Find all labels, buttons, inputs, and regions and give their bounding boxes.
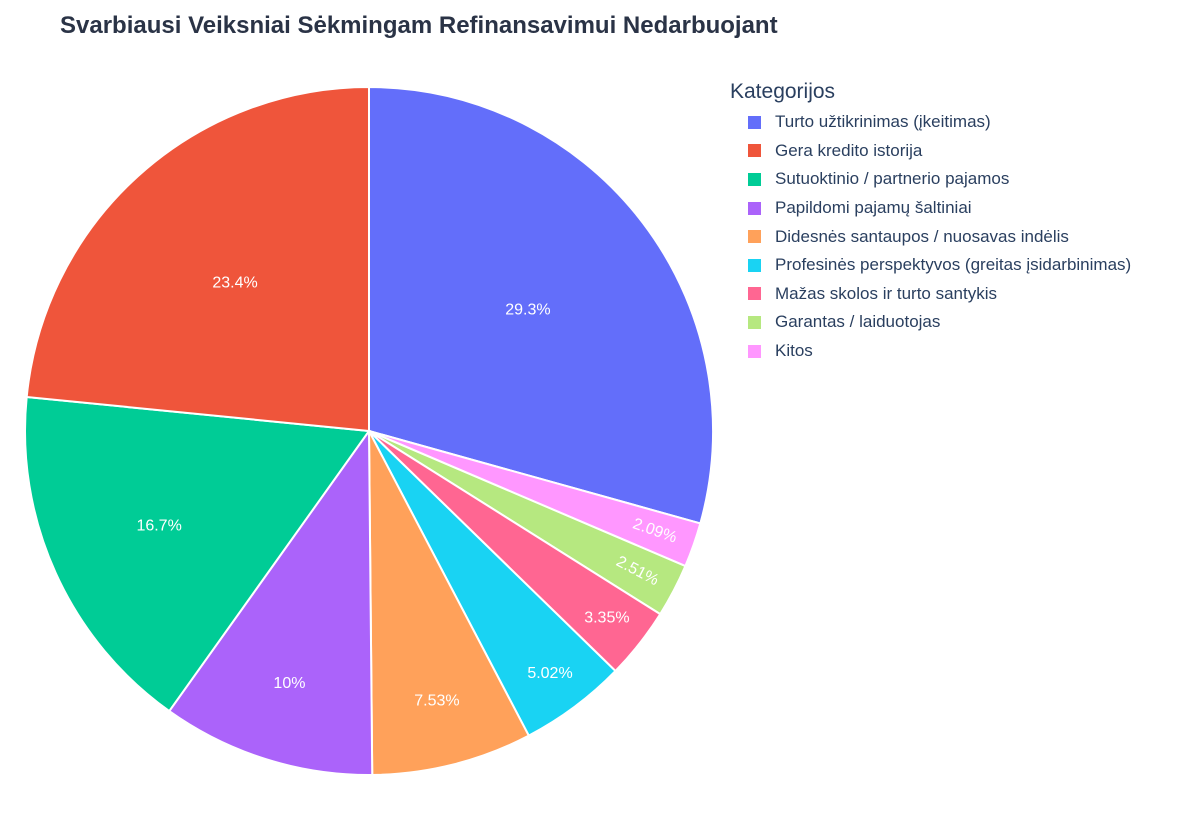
legend-swatch [748,344,761,358]
pie-slice[interactable] [368,85,714,525]
legend-swatch [748,144,761,158]
pie-slice[interactable] [167,427,374,776]
legend-item[interactable]: Sutuoktinio / partnerio pajamos [730,165,1131,194]
legend-label: Sutuoktinio / partnerio pajamos [775,169,1010,189]
slice-label: 5.02% [527,665,572,682]
pie-slice[interactable] [24,395,371,713]
legend-item[interactable]: Mažas skolos ir turto santykis [730,280,1131,309]
legend-item[interactable]: Papildomi pajamų šaltiniai [730,194,1131,223]
slice-label: 23.4% [212,274,257,291]
legend-label: Didesnės santaupos / nuosavas indėlis [775,226,1069,246]
slice-label: 10% [273,675,305,692]
legend-label: Garantas / laiduotojas [775,312,941,332]
legend: Kategorijos Turto užtikrinimas (įkeitima… [730,80,1131,365]
legend-swatch [748,172,761,186]
legend-title: Kategorijos [730,80,836,103]
slice-label: 16.7% [136,517,181,534]
legend-label: Profesinės perspektyvos (greitas įsidarb… [775,255,1132,275]
legend-item[interactable]: Turto užtikrinimas (įkeitimas) [730,108,1131,137]
legend-swatch [748,258,761,272]
legend-item[interactable]: Profesinės perspektyvos (greitas įsidarb… [730,251,1131,280]
chart-title: Svarbiausi Veiksniai Sėkmingam Refinansa… [60,12,778,39]
legend-label: Turto užtikrinimas (įkeitimas) [775,112,991,132]
legend-item[interactable]: Garantas / laiduotojas [730,308,1131,337]
legend-label: Gera kredito istorija [775,140,923,160]
slice-label: 7.53% [414,692,459,709]
pie-slice[interactable] [368,430,531,776]
legend-swatch [748,115,761,129]
legend-swatch [748,230,761,244]
legend-item[interactable]: Gera kredito istorija [730,137,1131,166]
pie-slice[interactable] [25,85,370,433]
legend-swatch [748,315,761,329]
legend-item[interactable]: Kitos [730,337,1131,366]
slice-label: 29.3% [505,302,550,319]
legend-swatch [748,287,761,301]
legend-label: Kitos [775,341,813,361]
legend-label: Mažas skolos ir turto santykis [775,283,998,303]
slice-label: 3.35% [584,609,629,626]
legend-item[interactable]: Didesnės santaupos / nuosavas indėlis [730,222,1131,251]
legend-swatch [748,201,761,215]
legend-label: Papildomi pajamų šaltiniai [775,198,972,218]
